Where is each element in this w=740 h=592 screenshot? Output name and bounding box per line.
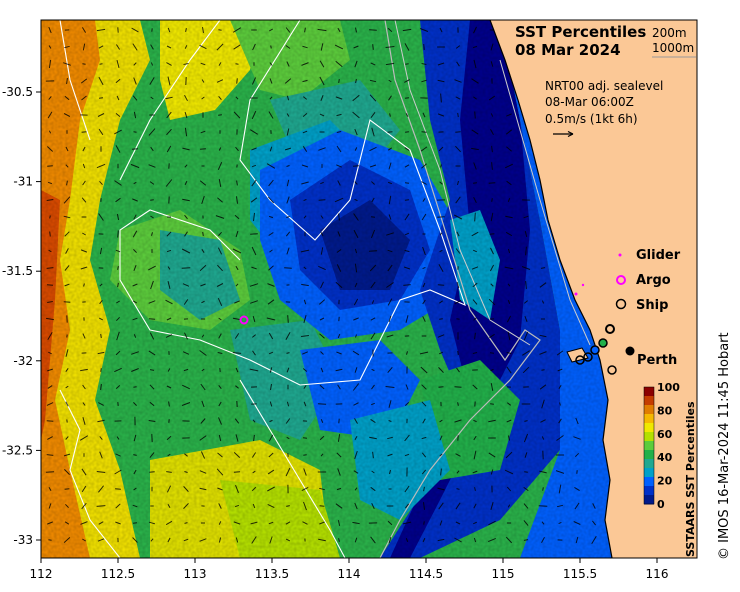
colorbar-tick-label: 80 xyxy=(657,404,673,417)
y-axis: -30.5 -31 -31.5 -32 -32.5 -33 xyxy=(2,85,41,547)
current-info-line3: 0.5m/s (1kt 6h) xyxy=(545,112,638,126)
ship-legend-icon xyxy=(615,298,627,310)
isobath-200-label: 200m xyxy=(652,26,687,40)
current-info: NRT00 adj. sealevel 08-Mar 06:00Z 0.5m/s… xyxy=(545,79,663,138)
colorbar-tick-label: 20 xyxy=(657,475,673,488)
glider-markers[interactable] xyxy=(574,283,585,296)
colorbar-title: SSTAARS SST Percentiles xyxy=(684,401,697,557)
x-tick-label: 115.5 xyxy=(563,567,597,581)
title-line1: SST Percentiles xyxy=(515,23,646,41)
colorbar-tick-label: 60 xyxy=(657,428,673,441)
colorbar-swatch xyxy=(644,414,654,424)
x-tick-label: 113 xyxy=(184,567,207,581)
title-block: SST Percentiles 08 Mar 2024 200m 1000m xyxy=(515,23,696,59)
y-tick-label: -31 xyxy=(13,175,33,189)
colorbar-swatch xyxy=(644,405,654,415)
argo-legend-label: Argo xyxy=(636,273,671,288)
perth-label: Perth xyxy=(637,353,677,368)
x-tick-label: 115 xyxy=(492,567,515,581)
current-vectors xyxy=(45,26,597,545)
ship-track-markers[interactable] xyxy=(575,324,617,375)
ship-legend-label: Ship xyxy=(636,298,668,313)
current-info-line1: NRT00 adj. sealevel xyxy=(545,79,663,93)
current-info-line2: 08-Mar 06:00Z xyxy=(545,95,634,109)
y-tick-label: -33 xyxy=(13,533,33,547)
colorbar-swatch xyxy=(644,477,654,487)
y-tick-label: -32.5 xyxy=(2,443,33,457)
colorbar-swatch xyxy=(644,423,654,433)
platform-legend: Glider Argo Ship xyxy=(615,248,681,313)
title-line2: 08 Mar 2024 xyxy=(515,41,621,59)
colorbar-tick-label: 0 xyxy=(657,498,665,511)
colorbar: 100 80 60 40 20 0 xyxy=(643,381,680,511)
colorbar-tick-label: 40 xyxy=(657,451,673,464)
colorbar-swatch xyxy=(644,459,654,469)
y-tick-label: -31.5 xyxy=(2,264,33,278)
plot-frame xyxy=(40,19,698,559)
colorbar-swatch xyxy=(644,486,654,496)
colorbar-swatch xyxy=(644,468,654,478)
x-tick-label: 116 xyxy=(646,567,669,581)
colorbar-swatch xyxy=(644,495,654,505)
perth-marker: Perth xyxy=(625,346,677,368)
glider-legend-label: Glider xyxy=(636,248,681,263)
glider-legend-icon xyxy=(618,253,622,257)
x-tick-label: 112.5 xyxy=(101,567,135,581)
x-axis: 112 112.5 113 113.5 114 114.5 115 115.5 116 xyxy=(30,558,669,581)
colorbar-swatch xyxy=(644,387,654,397)
imos-credit: © IMOS 16-Mar-2024 11:45 Hobart xyxy=(717,332,732,560)
isobaths xyxy=(59,20,591,558)
colorbar-swatch xyxy=(644,396,654,406)
x-tick-label: 114.5 xyxy=(409,567,443,581)
isobath-1000-label: 1000m xyxy=(652,41,694,55)
x-tick-label: 113.5 xyxy=(255,567,289,581)
colorbar-swatch xyxy=(644,441,654,451)
x-tick-label: 112 xyxy=(30,567,53,581)
x-tick-label: 114 xyxy=(338,567,361,581)
y-tick-label: -32 xyxy=(13,354,33,368)
colorbar-swatch xyxy=(644,432,654,442)
colorbar-tick-label: 100 xyxy=(657,381,680,394)
argo-legend-icon xyxy=(616,275,626,285)
sst-field xyxy=(41,20,697,558)
colorbar-swatch xyxy=(644,450,654,460)
y-tick-label: -30.5 xyxy=(2,85,33,99)
argo-float-marker[interactable] xyxy=(239,315,249,325)
